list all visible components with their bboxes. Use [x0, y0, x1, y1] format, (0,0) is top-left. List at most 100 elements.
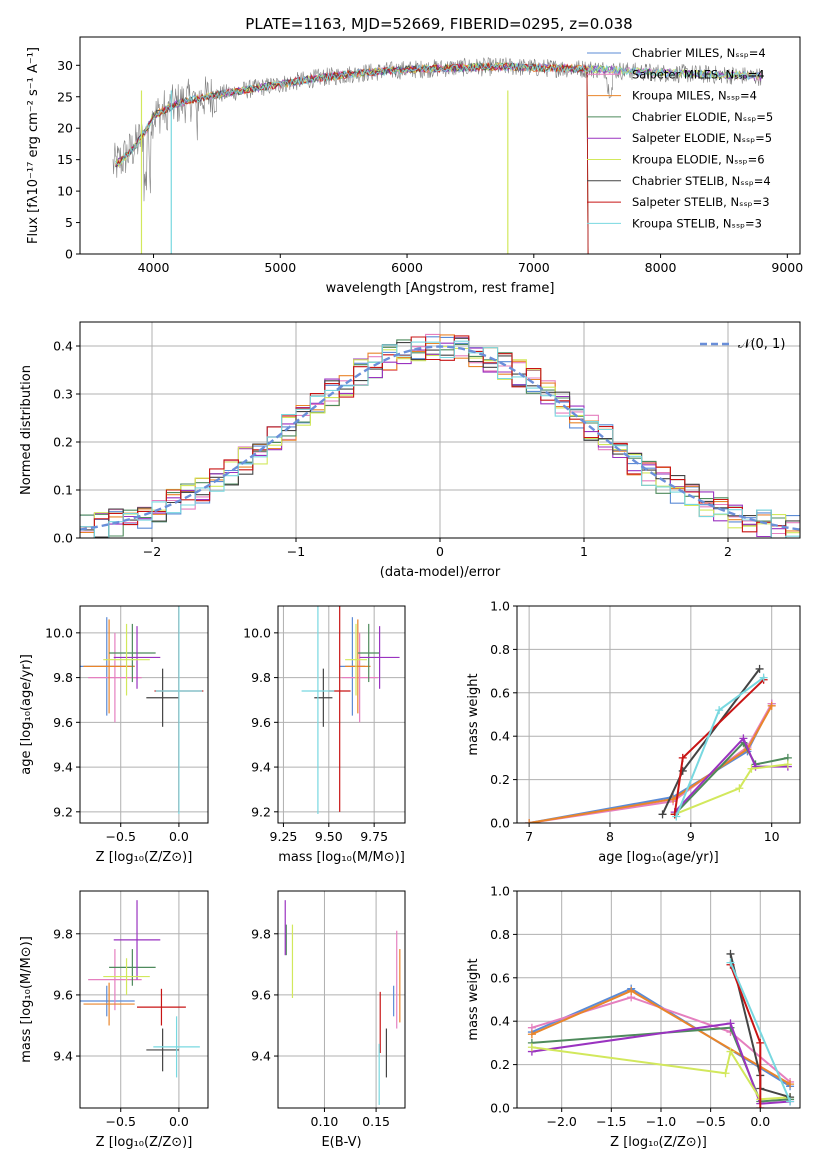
axes-frame [277, 605, 406, 824]
errorbar-salpeter-miles [88, 632, 142, 723]
errorbar-chabrier-stelib [146, 668, 179, 727]
legend-entry-salpeter-miles: Salpeter MILES, Nₛₛₚ=4 [632, 67, 765, 81]
legend-entry-kroupa-stelib: Kroupa STELIB, Nₛₛₚ=3 [632, 216, 762, 230]
y-tick-label: 9.4 [53, 1049, 73, 1064]
marker-kroupa-stelib [759, 673, 768, 682]
y-tick-label: 9.4 [251, 1049, 271, 1064]
spectrum-panel: 4000 5000 6000 7000 8000 9000 0 5 10 15 20 25 30 wave… [26, 36, 803, 296]
y-tick-label: 5 [65, 215, 73, 230]
massweight-vs-age-panel: 7 8 9 10 0.0 0.2 0.4 0.6 0.8 1.0 age [log₁₀(age/yr… [466, 599, 801, 865]
y-tick-label: 9.8 [53, 670, 73, 685]
x-tick-label: −0.5 [106, 1114, 136, 1129]
marker-kroupa-elodie [735, 784, 744, 793]
x-tick-label: 0.10 [311, 1114, 339, 1129]
errorbar-chabrier-stelib [314, 668, 333, 727]
marker-kroupa-stelib [672, 812, 681, 821]
line-salpeter-miles [528, 703, 773, 823]
errorbar-kroupa-elodie [345, 623, 367, 696]
age-vs-Z-plot-area [80, 606, 204, 815]
errorbar-kroupa-miles [83, 982, 135, 1026]
legend-entry-kroupa-miles: Kroupa MILES, Nₛₛₚ=4 [632, 89, 757, 103]
y-tick-label: 1.0 [490, 599, 510, 614]
y-tick-label: 0.0 [490, 1101, 510, 1116]
errorbar-kroupa-stelib [301, 606, 335, 815]
marker-kroupa-miles [525, 819, 534, 823]
x-tick-label: 9 [687, 829, 695, 844]
line-kroupa-elodie [674, 763, 789, 816]
y-tick-label: 15 [57, 152, 73, 167]
y-tick-label: 9.4 [53, 760, 73, 775]
y-tick-label: 9.6 [53, 987, 73, 1002]
mass-vs-Z-panel: −0.5 0.0 9.4 9.6 9.8 Z [log₁₀(Z/Z⊙)] mass [log… [19, 890, 209, 1150]
axes-frame [79, 605, 209, 824]
x-tick-label: 0.0 [750, 1114, 770, 1129]
y-tick-label: 0.4 [53, 339, 73, 354]
errorbar-salpeter-stelib [137, 988, 186, 1026]
legend-entry-gaussian: 𝒩(0, 1) [738, 337, 785, 352]
errorbar-chabrier-stelib [146, 1028, 179, 1072]
massweight-vs-Z-panel: −2.0 −1.5 −1.0 −0.5 0.0 0.0 0.2 0.4 0.6 0.8 1.0 Z [… [466, 884, 801, 1150]
marker-chabrier-stelib [755, 664, 764, 673]
x-axis-label: (data-model)/error [380, 565, 501, 580]
y-tick-label: 9.6 [251, 987, 271, 1002]
x-tick-label: 4000 [138, 260, 170, 275]
marker-chabrier-stelib [658, 810, 667, 819]
marker-kroupa-miles [767, 701, 776, 710]
x-tick-label: 9.25 [270, 829, 298, 844]
x-axis-label: E(B-V) [321, 1135, 361, 1150]
y-tick-label: 0.0 [490, 816, 510, 831]
spectrum-plot-area [112, 57, 763, 254]
chart-title: PLATE=1163, MJD=52669, FIBERID=0295, z=0… [245, 15, 632, 33]
legend-entry-chabrier-miles: Chabrier MILES, Nₛₛₚ=4 [632, 46, 766, 60]
x-tick-label: 5000 [264, 260, 296, 275]
x-tick-label: −2.0 [547, 1114, 577, 1129]
model-chabrier-stelib [115, 61, 589, 254]
legend: Chabrier MILES, Nₛₛₚ=4 Salpeter MILES, Nₛ… [587, 46, 773, 230]
line-kroupa-stelib [729, 962, 792, 1102]
y-tick-label: 9.4 [251, 760, 271, 775]
axes-frame [79, 321, 801, 539]
y-tick-label: 0 [65, 247, 73, 262]
x-axis-label: Z [log₁₀(Z/Z⊙)] [96, 850, 193, 865]
mass-vs-ebv-plot-area [284, 900, 401, 1105]
gaussian-curve [80, 345, 800, 531]
errorbar-chabrier-elodie [109, 949, 156, 986]
axes-frame [79, 890, 209, 1109]
age-vs-mass-panel: 9.25 9.50 9.75 9.2 9.4 9.6 9.8 10.0 mass [log₁₀(… [243, 605, 406, 865]
line-salpeter-elodie [531, 1022, 791, 1105]
errorbar-kroupa-stelib [155, 606, 203, 815]
hist-salpeter-stelib [80, 335, 800, 538]
x-axis-label: age [log₁₀(age/yr)] [598, 850, 719, 865]
y-tick-label: 0.4 [490, 729, 510, 744]
y-tick-label: 9.8 [251, 670, 271, 685]
marker-kroupa-stelib [786, 1097, 795, 1106]
y-tick-label: 0.2 [53, 435, 73, 450]
x-tick-label: 10 [764, 829, 780, 844]
errorbar-salpeter-miles [341, 632, 378, 723]
y-tick-label: 10.0 [243, 625, 271, 640]
marker-kroupa-elodie [783, 760, 792, 769]
x-tick-label: 1 [580, 544, 588, 559]
y-tick-label: 0.8 [490, 927, 510, 942]
residuals-panel: −2 −1 0 1 2 0.0 0.1 0.2 0.3 0.4 (data-model)/error… [19, 321, 801, 580]
x-tick-label: −1.5 [596, 1114, 626, 1129]
y-tick-label: 9.8 [251, 926, 271, 941]
x-tick-label: 6000 [391, 260, 423, 275]
axes-frame [277, 890, 406, 1109]
marker-salpeter-elodie [739, 734, 748, 743]
legend-entry-salpeter-stelib: Salpeter STELIB, Nₛₛₚ=3 [632, 195, 770, 209]
legend-entry-chabrier-elodie: Chabrier ELODIE, Nₛₛₚ=5 [632, 110, 773, 124]
y-tick-label: 0.6 [490, 685, 510, 700]
marker-salpeter-stelib [678, 753, 687, 762]
x-axis-label: Z [log₁₀(Z/Z⊙)] [610, 1135, 707, 1150]
y-tick-label: 0.0 [53, 531, 73, 546]
x-tick-label: 0.0 [169, 1114, 189, 1129]
errorbar-chabrier-elodie [357, 623, 380, 683]
y-tick-label: 1.0 [490, 884, 510, 899]
y-axis-label: mass weight [466, 673, 481, 755]
marker-kroupa-miles [627, 986, 636, 995]
y-axis-label: age [log₁₀(age/yr)] [19, 654, 34, 775]
y-tick-label: 0.6 [490, 970, 510, 985]
y-tick-label: 9.2 [251, 804, 271, 819]
y-axis-label: Flux [fλ10⁻¹⁷ erg cm⁻² s⁻¹ A⁻¹] [26, 47, 41, 244]
